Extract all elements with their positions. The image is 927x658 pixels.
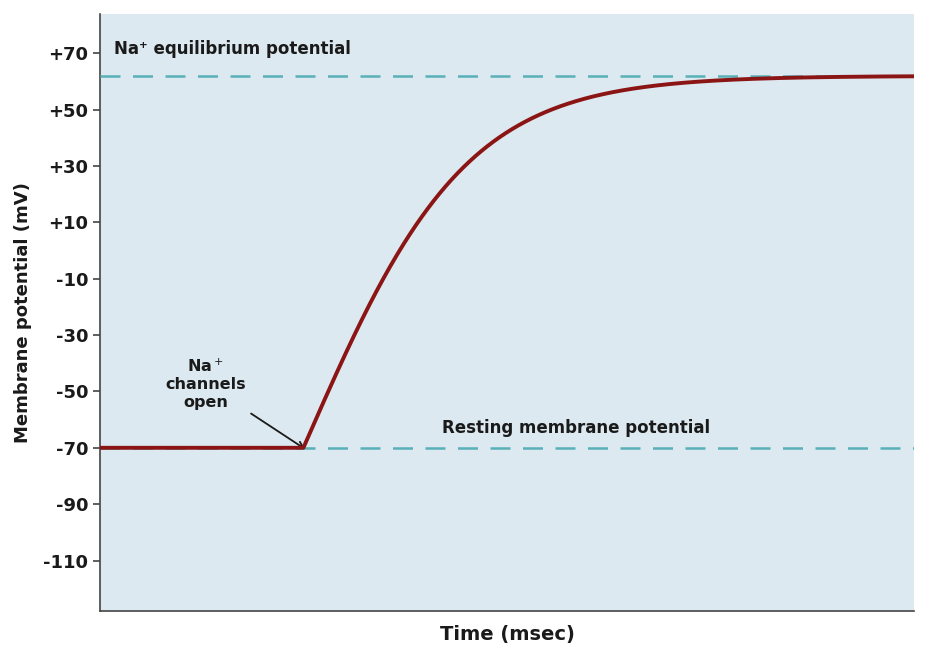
Text: Na$^+$
channels
open: Na$^+$ channels open bbox=[165, 358, 303, 448]
Y-axis label: Membrane potential (mV): Membrane potential (mV) bbox=[14, 182, 32, 443]
Text: Resting membrane potential: Resting membrane potential bbox=[441, 418, 709, 436]
X-axis label: Time (msec): Time (msec) bbox=[439, 625, 574, 644]
Text: Na⁺ equilibrium potential: Na⁺ equilibrium potential bbox=[114, 39, 351, 57]
